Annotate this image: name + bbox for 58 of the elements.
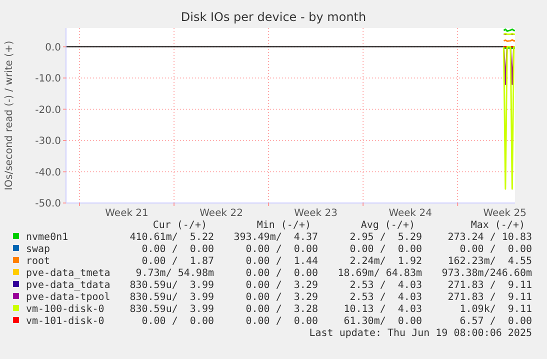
- text: 271.83 / 9.11: [448, 292, 532, 303]
- text: Last update: Thu Jun 19 08:00:06 2025: [309, 328, 532, 339]
- legend-label: root: [26, 256, 50, 267]
- text: Max (-/+): [470, 220, 525, 231]
- chart-title: Disk IOs per device - by month: [180, 10, 366, 24]
- text: 273.24 / 10.83: [448, 232, 532, 243]
- y-tick-label: -20.0: [35, 104, 61, 116]
- text: 830.59u/ 3.99: [130, 280, 214, 291]
- legend-label: pve-data-tpool: [26, 292, 110, 303]
- text: 0.00 / 3.28: [246, 304, 318, 315]
- text: 61.30m/ 0.00: [344, 316, 422, 327]
- text: 1.09k/ 9.11: [460, 304, 532, 315]
- text: 2.24m/ 1.92: [350, 256, 422, 267]
- y-axis-title: IOs/second read (-) / write (+): [4, 40, 15, 190]
- text: 0.00 / 3.29: [246, 292, 318, 303]
- x-tick-label: Week 23: [294, 208, 338, 219]
- y-tick-label: 0.0: [45, 42, 61, 54]
- text: 973.38m/246.60m: [442, 268, 532, 279]
- text: 0.00 / 0.00: [246, 268, 318, 279]
- text: 18.69m/ 64.83m: [338, 268, 422, 279]
- text: 0.00 / 0.00: [246, 316, 318, 327]
- text: 410.61m/ 5.22: [130, 232, 214, 243]
- x-tick-label: Week 25: [483, 208, 527, 219]
- text: 2.53 / 4.03: [350, 280, 422, 291]
- x-tick-label: Week 24: [388, 208, 432, 219]
- text: 830.59u/ 3.99: [130, 292, 214, 303]
- y-tick-label: -10.0: [35, 74, 61, 84]
- text: 162.23m/ 4.55: [448, 256, 532, 267]
- legend-label: pve-data_tdata: [26, 280, 110, 291]
- y-tick-label: -40.0: [35, 167, 61, 178]
- text: Cur (-/+): [152, 220, 207, 231]
- legend-label: vm-101-disk-0: [26, 316, 104, 327]
- legend-label: vm-100-disk-0: [26, 304, 104, 315]
- text: 10.13 / 4.03: [344, 304, 422, 315]
- text: 6.57 / 0.00: [460, 316, 532, 327]
- text: 271.83 / 9.11: [448, 280, 532, 291]
- text: 830.59u/ 3.99: [130, 304, 214, 315]
- text: 0.00 / 0.00: [142, 244, 214, 255]
- legend-label: swap: [26, 244, 50, 255]
- x-tick-label: Week 22: [200, 208, 243, 219]
- text: 2.53 / 4.03: [350, 292, 422, 303]
- text: 0.00 / 3.29: [246, 280, 318, 291]
- y-tick-label: -30.0: [35, 136, 61, 147]
- y-tick-label: -50.0: [35, 198, 61, 210]
- text: 0.00 / 0.00: [142, 316, 214, 327]
- text: 0.00 / 1.44: [246, 256, 318, 267]
- text: 0.00 / 0.00: [350, 244, 422, 255]
- text: 0.00 / 0.00: [246, 244, 318, 255]
- text: 0.00 / 0.00: [460, 244, 532, 255]
- legend-label: pve-data_tmeta: [26, 268, 110, 279]
- text: 0.00 / 1.87: [142, 256, 214, 267]
- text: 393.49m/ 4.37: [234, 232, 318, 243]
- x-tick-label: Week 21: [105, 208, 148, 219]
- text: 9.73m/ 54.98m: [136, 268, 214, 279]
- text: 2.95 / 5.29: [350, 232, 422, 243]
- text: Avg (-/+): [360, 220, 415, 231]
- legend-label: nvme0n1: [26, 232, 68, 243]
- text: Min (-/+): [256, 220, 311, 231]
